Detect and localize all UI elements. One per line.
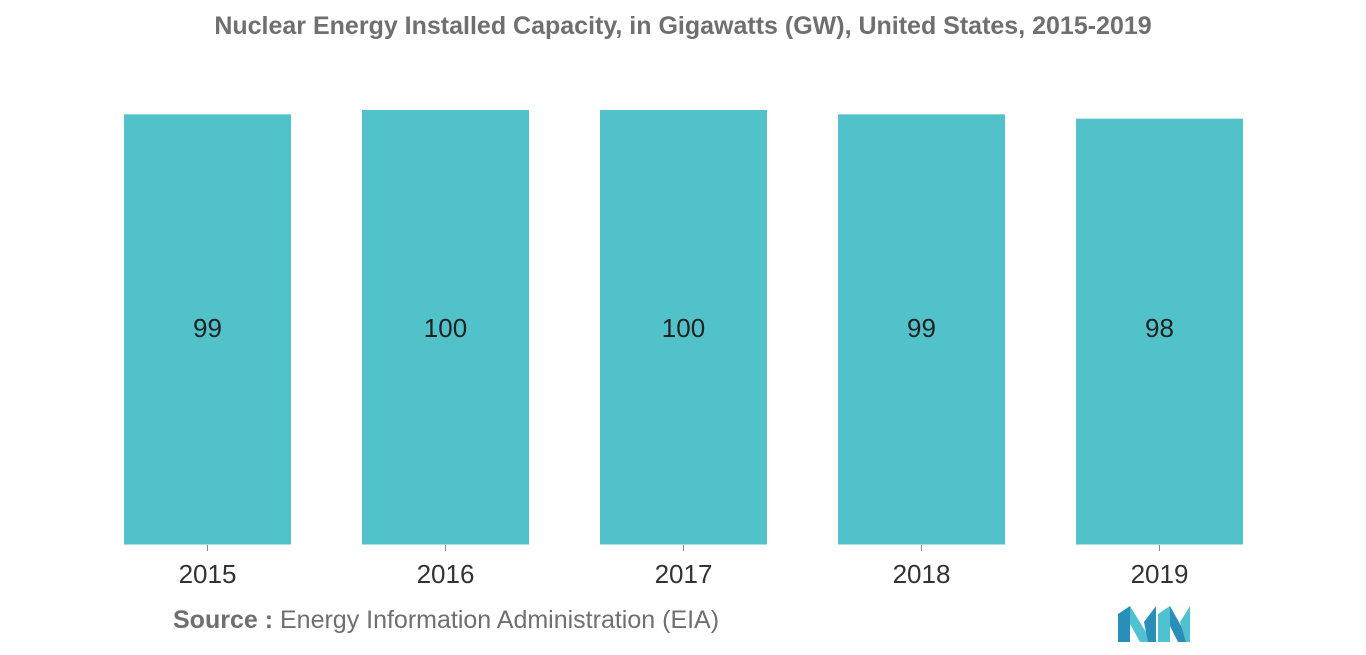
x-tick-label-2019: 2019 [1131, 559, 1189, 589]
bar-chart: 99 100 100 99 98 2015 2016 2017 2018 2019 [124, 110, 1243, 589]
source-label: Source : [173, 606, 274, 634]
bar-2019 [1076, 118, 1243, 545]
x-ticks-group [207, 545, 1160, 551]
data-label-2016: 100 [424, 313, 467, 343]
data-label-2017: 100 [662, 313, 705, 343]
bar-2016 [362, 110, 529, 545]
data-label-2019: 98 [1145, 313, 1174, 343]
source-text: Energy Information Administration (EIA) [279, 606, 720, 634]
data-label-2015: 99 [193, 313, 222, 343]
x-tick-labels-group: 2015 2016 2017 2018 2019 [179, 559, 1189, 589]
x-tick-label-2015: 2015 [179, 559, 237, 589]
bar-2017 [600, 110, 767, 545]
chart-title: Nuclear Energy Installed Capacity, in Gi… [214, 12, 1152, 40]
x-tick-label-2017: 2017 [655, 559, 713, 589]
bar-2015 [124, 114, 291, 545]
data-labels-group: 99 100 100 99 98 [193, 313, 1174, 343]
mordor-intelligence-logo-icon [1118, 606, 1190, 642]
source-note: Source : Energy Information Administrati… [173, 606, 719, 635]
bar-2018 [838, 114, 1005, 545]
x-tick-label-2016: 2016 [417, 559, 475, 589]
bars-group [124, 110, 1243, 545]
x-tick-label-2018: 2018 [893, 559, 951, 589]
data-label-2018: 99 [907, 313, 936, 343]
